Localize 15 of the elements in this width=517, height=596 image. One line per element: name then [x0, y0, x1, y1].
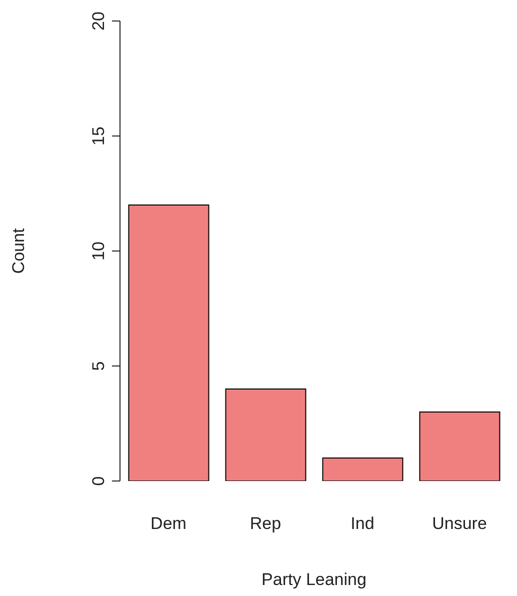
bar	[322, 458, 404, 481]
bar	[225, 388, 306, 481]
y-tick-label: 0	[89, 476, 108, 486]
y-tick-label: 20	[89, 12, 108, 30]
bar	[419, 412, 500, 481]
bar	[128, 204, 210, 481]
y-tick-label: 5	[89, 361, 108, 371]
x-tick-label: Rep	[250, 514, 282, 534]
y-tick-label: 10	[89, 242, 108, 260]
x-axis-title: Party Leaning	[262, 570, 366, 589]
x-tick-label: Ind	[350, 514, 374, 534]
x-tick-label: Dem	[150, 514, 186, 534]
y-axis-title: Count	[9, 228, 28, 274]
y-tick-label: 15	[89, 126, 108, 146]
x-tick-label: Unsure	[432, 514, 487, 534]
